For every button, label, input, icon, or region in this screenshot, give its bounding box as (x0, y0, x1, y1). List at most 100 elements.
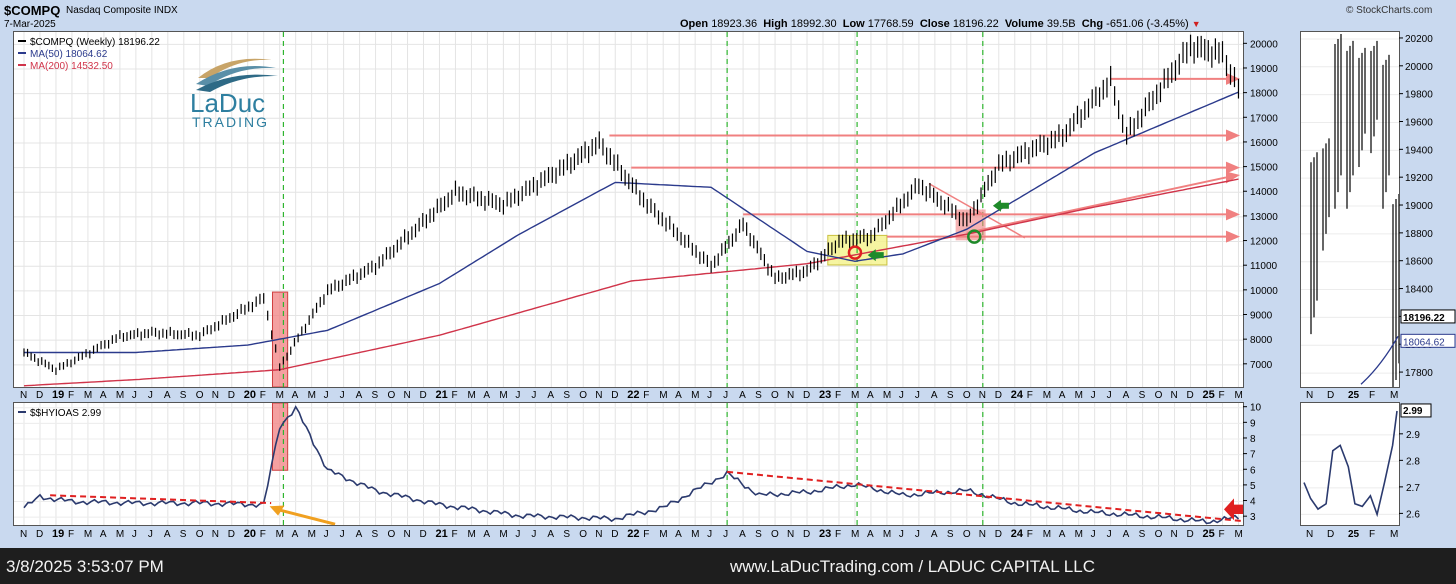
month-label: S (947, 529, 954, 540)
month-label: N (212, 390, 219, 401)
spread-tick-label: 6 (1250, 465, 1256, 476)
red-circle-marker (847, 245, 863, 260)
ma50-line (24, 91, 1239, 354)
green-arrow-icon (992, 199, 1009, 212)
month-label: O (963, 390, 971, 401)
month-label: J (1091, 529, 1096, 540)
price-tag-label: 18196.22 (1403, 313, 1445, 324)
month-label: J (515, 529, 520, 540)
month-label: S (563, 390, 570, 401)
month-label: 19 (52, 389, 64, 401)
month-label: J (915, 390, 920, 401)
spread-chart-svg: $$HYIOAS 2.99 (14, 402, 1260, 526)
price-tag-box (1400, 309, 1456, 324)
month-label: M (691, 529, 699, 540)
resistance-arrow-icon (1226, 208, 1240, 221)
month-label: 24 (1011, 389, 1024, 401)
month-label: J (915, 529, 920, 540)
spread-axis-svg: 10 9 8 7 6 5 4 3 (1243, 403, 1262, 523)
month-label: M (851, 390, 859, 401)
month-label: D (611, 529, 618, 540)
chg-label: Chg (1081, 18, 1104, 30)
laduc-logo: LaDuc TRADING (188, 48, 288, 134)
logo-line1: LaDuc (190, 88, 266, 118)
index-name: Nasdaq Composite INDX (66, 5, 178, 16)
zoom-month-label: N (1306, 390, 1313, 401)
legend-label: MA(50) 18064.62 (30, 49, 108, 60)
month-label: M (467, 390, 475, 401)
wave-logo-icon (196, 58, 278, 92)
month-label: F (643, 390, 649, 401)
zoom-spread-x-axis: N D 25 F M (1306, 529, 1398, 540)
zoom-tick-label: 18400 (1405, 285, 1433, 296)
month-label: A (867, 390, 874, 401)
month-label: J (324, 390, 329, 401)
zoom-month-label: D (1327, 529, 1334, 540)
month-label: J (899, 529, 904, 540)
month-label: O (196, 529, 204, 540)
spread-tick-label: 10 (1250, 403, 1262, 414)
zoom-tick-label: 18800 (1405, 229, 1433, 240)
month-label: S (372, 529, 379, 540)
month-label: N (595, 529, 602, 540)
month-label: J (723, 390, 728, 401)
month-label: M (467, 529, 475, 540)
month-label: N (404, 390, 411, 401)
month-label: J (899, 390, 904, 401)
zoom-spread-tick-label: 2.9 (1406, 430, 1420, 441)
red-arrow-icon (1224, 498, 1243, 521)
month-label: D (1187, 529, 1194, 540)
month-label: A (739, 390, 746, 401)
close-label: Close (919, 18, 950, 30)
legend-label: $COMPQ (Weekly) 18196.22 (30, 37, 160, 48)
month-label: F (451, 390, 457, 401)
price-tick-label: 18000 (1250, 89, 1278, 100)
volume-label: Volume (1004, 18, 1044, 30)
date-label: 7-Mar-2025 (4, 19, 56, 30)
month-label: M (851, 529, 859, 540)
month-label: A (483, 529, 490, 540)
stockcharts-brand: © StockCharts.com (1346, 5, 1433, 16)
month-label: O (771, 390, 779, 401)
zoom-x-axis: N D 25 F M (1306, 390, 1398, 401)
month-label: F (1219, 529, 1225, 540)
month-label: N (1171, 529, 1178, 540)
month-label: A (739, 529, 746, 540)
price-tick-label: 8000 (1250, 335, 1273, 346)
month-label: F (68, 529, 74, 540)
month-label: D (36, 390, 43, 401)
spread-x-axis: N D 19 F M A M J J A S O N D 20 F M A M J J A S O N D 21 F M A M J J A S O N… (20, 528, 1243, 540)
low-value: 17768.59 (867, 18, 914, 30)
month-label: M (116, 390, 124, 401)
green-arrow-icon (867, 249, 884, 262)
month-label: M (84, 390, 92, 401)
low-label: Low (842, 18, 865, 30)
month-label: O (1155, 529, 1163, 540)
zoom-spread-tick-label: 2.6 (1406, 509, 1420, 520)
month-label: M (84, 529, 92, 540)
open-value: 18923.36 (711, 18, 758, 30)
month-label: M (883, 529, 891, 540)
resistance-arrow-icon (1226, 129, 1240, 142)
month-label: D (420, 529, 427, 540)
month-label: M (659, 529, 667, 540)
month-label: S (755, 529, 762, 540)
month-label: D (1187, 390, 1194, 401)
zoom-month-label: F (1369, 390, 1375, 401)
zoom-month-label: M (1390, 390, 1398, 401)
high-label: High (763, 18, 788, 30)
orange-arrow-icon (269, 505, 285, 516)
price-tick-label: 10000 (1250, 286, 1278, 297)
ma-tag-label: 18064.62 (1403, 337, 1445, 348)
month-label: 25 (1203, 528, 1215, 540)
price-tick-label: 15000 (1250, 163, 1278, 174)
volume-value: 39.5B (1046, 18, 1076, 30)
month-label: J (148, 390, 153, 401)
spread-tick-label: 7 (1250, 450, 1256, 461)
month-label: J (531, 390, 536, 401)
zoom-month-label: F (1369, 529, 1375, 540)
ma-tag-box (1400, 333, 1456, 348)
month-label: S (563, 529, 570, 540)
month-label: J (531, 529, 536, 540)
month-label: 22 (627, 528, 639, 540)
